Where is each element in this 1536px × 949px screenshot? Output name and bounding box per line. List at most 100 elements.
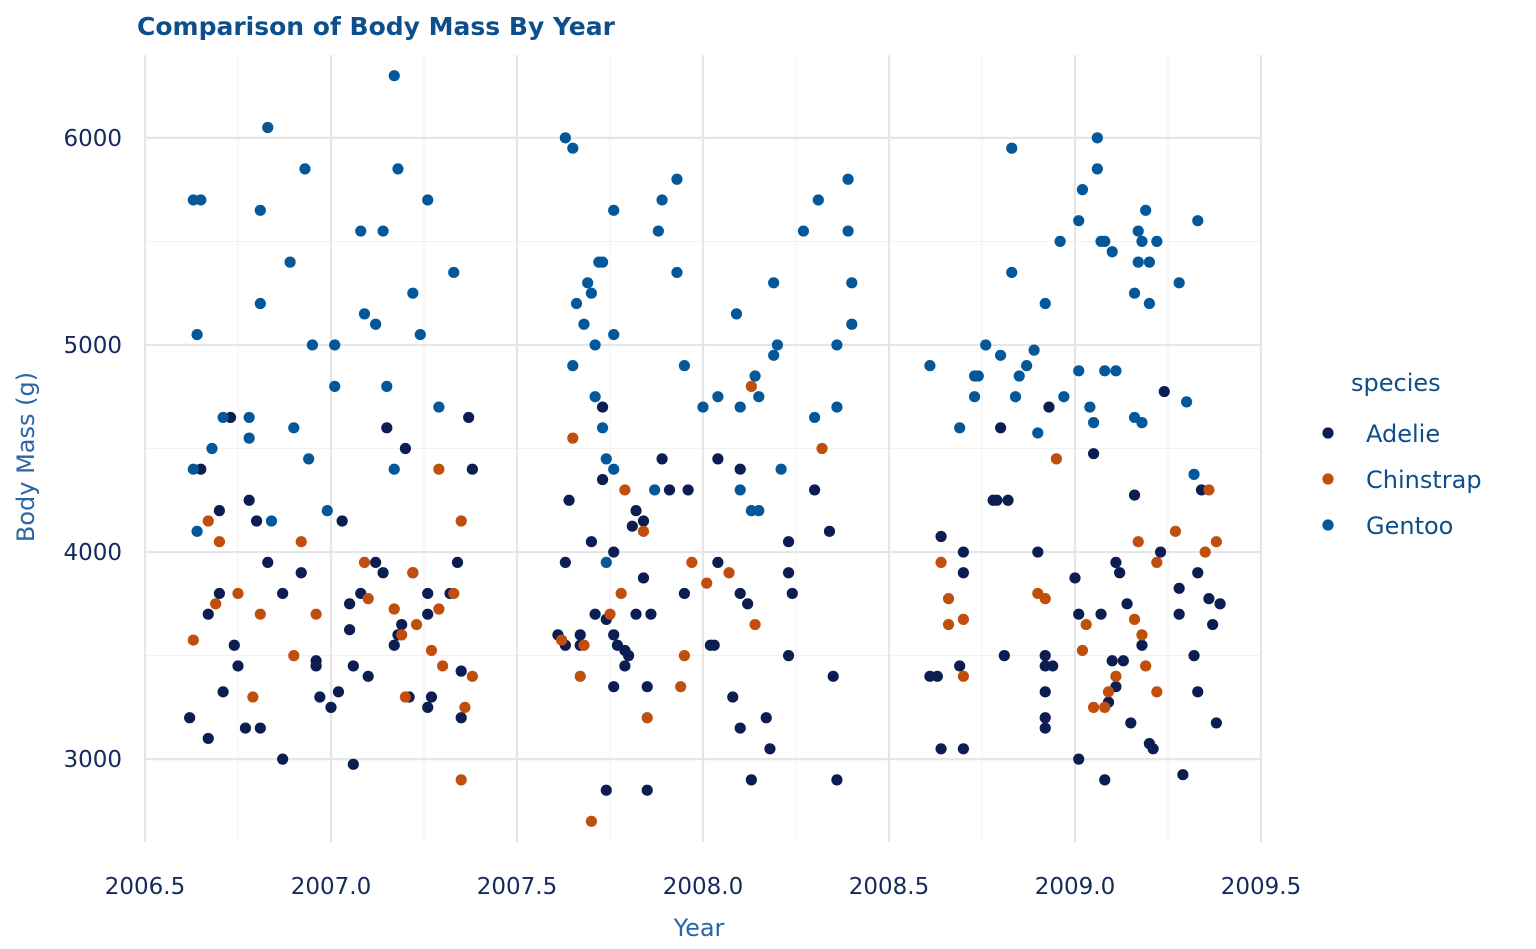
data-point-chinstrap: [701, 577, 713, 589]
data-point-gentoo: [1091, 132, 1103, 144]
data-point-adelie: [608, 681, 620, 693]
data-point-chinstrap: [1110, 670, 1122, 682]
data-point-adelie: [663, 484, 676, 496]
data-point-chinstrap: [935, 556, 947, 569]
data-point-chinstrap: [1102, 686, 1115, 698]
data-point-gentoo: [1151, 235, 1163, 247]
data-point-gentoo: [254, 204, 266, 216]
data-point-adelie: [574, 629, 586, 641]
data-point-adelie: [991, 494, 1003, 506]
data-point-adelie: [760, 712, 772, 724]
data-point-gentoo: [570, 297, 583, 310]
data-point-gentoo: [1173, 277, 1185, 289]
data-point-gentoo: [265, 515, 278, 527]
legend-label-chinstrap: Chinstrap: [1366, 466, 1482, 494]
data-point-adelie: [1032, 546, 1044, 558]
data-point-gentoo: [831, 401, 843, 413]
data-point-gentoo: [407, 287, 419, 299]
data-point-chinstrap: [604, 608, 616, 620]
data-point-gentoo: [972, 370, 984, 382]
data-point-adelie: [641, 681, 653, 693]
data-point-chinstrap: [459, 701, 471, 713]
data-point-adelie: [712, 453, 724, 465]
data-point-adelie: [645, 608, 657, 620]
data-point-adelie: [734, 587, 746, 600]
data-point-adelie: [734, 463, 746, 475]
data-point-adelie: [637, 515, 650, 527]
data-point-gentoo: [191, 328, 203, 341]
data-point-gentoo: [195, 194, 207, 206]
y-tick-label: 4000: [63, 540, 122, 566]
data-point-chinstrap: [749, 618, 761, 631]
data-points: [184, 70, 1226, 827]
data-point-adelie: [600, 784, 612, 796]
data-point-adelie: [656, 453, 668, 465]
data-point-gentoo: [392, 163, 404, 175]
data-point-adelie: [381, 422, 393, 434]
data-point-adelie: [1188, 650, 1200, 662]
legend-key-chinstrap: [1322, 473, 1334, 485]
data-point-chinstrap: [425, 644, 438, 657]
x-axis-ticks: 2006.5 2007.0 2007.5 2008.0 2008.5 2009.0 2009…: [105, 874, 1301, 900]
data-point-gentoo: [600, 556, 612, 569]
data-point-gentoo: [652, 225, 664, 237]
y-axis-title: Body Mass (g): [12, 372, 40, 542]
data-point-adelie: [682, 484, 694, 496]
data-point-gentoo: [206, 442, 218, 455]
data-point-chinstrap: [686, 556, 698, 569]
data-point-adelie: [712, 556, 724, 569]
data-point-chinstrap: [1140, 660, 1152, 672]
data-point-adelie: [1158, 385, 1170, 398]
data-point-chinstrap: [288, 650, 300, 662]
data-point-chinstrap: [675, 681, 687, 693]
data-point-adelie: [995, 422, 1007, 434]
data-point-adelie: [463, 411, 475, 424]
data-point-gentoo: [582, 277, 594, 289]
data-point-gentoo: [1136, 235, 1148, 247]
data-point-chinstrap: [410, 618, 423, 631]
data-point-gentoo: [649, 484, 661, 496]
legend-label-adelie: Adelie: [1366, 420, 1440, 448]
data-point-adelie: [931, 670, 943, 682]
data-point-adelie: [589, 608, 601, 620]
data-point-adelie: [332, 686, 345, 698]
data-point-adelie: [827, 670, 839, 682]
data-point-gentoo: [1073, 365, 1085, 377]
data-point-chinstrap: [619, 484, 631, 496]
data-point-adelie: [336, 515, 348, 527]
data-point-chinstrap: [1088, 701, 1100, 713]
data-point-gentoo: [1006, 142, 1018, 154]
data-point-gentoo: [846, 318, 858, 330]
data-point-gentoo: [567, 360, 579, 372]
data-point-gentoo: [608, 204, 620, 216]
data-point-gentoo: [1132, 225, 1144, 237]
data-point-adelie: [396, 618, 408, 631]
data-point-adelie: [232, 660, 244, 672]
data-point-gentoo: [559, 132, 571, 144]
data-point-adelie: [370, 556, 382, 569]
data-point-gentoo: [775, 463, 787, 475]
data-point-adelie: [608, 546, 620, 558]
data-point-chinstrap: [1080, 618, 1092, 631]
data-point-chinstrap: [433, 463, 445, 475]
data-point-adelie: [626, 520, 638, 532]
data-point-gentoo: [288, 422, 300, 434]
data-point-gentoo: [1009, 391, 1022, 403]
data-point-adelie: [1106, 655, 1118, 667]
data-point-adelie: [295, 567, 307, 579]
data-point-chinstrap: [455, 515, 467, 527]
data-point-chinstrap: [578, 639, 590, 651]
data-point-adelie: [935, 743, 947, 755]
data-point-adelie: [466, 463, 478, 475]
data-point-adelie: [217, 686, 229, 698]
data-point-gentoo: [730, 308, 743, 320]
data-point-gentoo: [329, 380, 341, 392]
data-point-adelie: [1121, 598, 1133, 610]
data-point-gentoo: [1006, 266, 1018, 279]
legend-label-gentoo: Gentoo: [1366, 512, 1453, 540]
data-point-chinstrap: [407, 567, 419, 579]
data-point-chinstrap: [254, 608, 266, 620]
data-point-adelie: [1154, 546, 1167, 558]
data-point-adelie: [1207, 618, 1219, 631]
